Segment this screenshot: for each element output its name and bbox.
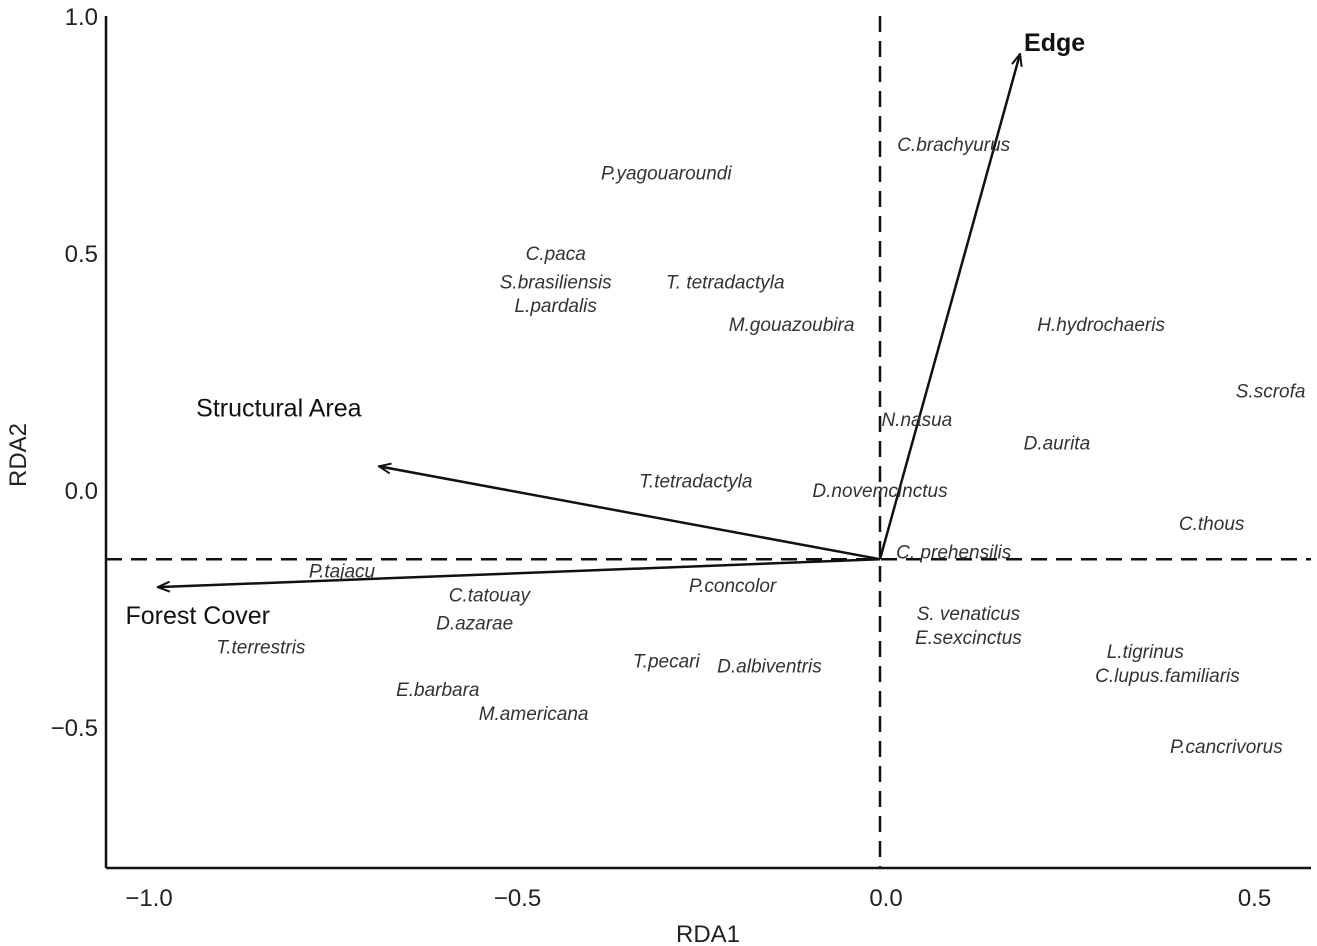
y-tick-label: 1.0 — [65, 4, 98, 31]
y-tick-label: −0.5 — [51, 715, 98, 742]
vector-forest-cover — [158, 557, 881, 587]
y-tick-label: 0.5 — [65, 241, 98, 268]
species-label: C.brachyurus — [897, 135, 1010, 156]
vector-label-edge: Edge — [1024, 29, 1085, 57]
species-label: S.scrofa — [1236, 381, 1306, 402]
species-label: N.nasua — [881, 410, 952, 431]
x-tick-label: −1.0 — [125, 885, 172, 912]
species-label: L.tigrinus — [1107, 642, 1185, 663]
reference-lines — [106, 16, 1311, 868]
species-label: T.terrestris — [216, 637, 306, 658]
species-label: P.concolor — [689, 576, 777, 597]
vector-label-structural-area: Structural Area — [196, 394, 361, 422]
species-label: D.azarae — [436, 614, 513, 635]
species-labels: C.brachyurus P.yagouaroundi C.paca S.brasil… — [216, 135, 1305, 758]
species-label: P.tajacu — [309, 562, 376, 583]
species-label: D.albiventris — [717, 656, 822, 677]
y-tick-label: 0.0 — [65, 478, 98, 505]
species-label: T.tetradactyla — [639, 472, 752, 493]
species-label: E.sexcinctus — [915, 628, 1022, 649]
species-label: C.thous — [1179, 514, 1245, 535]
species-label: C. prehensilis — [896, 543, 1012, 564]
species-label: D.aurita — [1024, 434, 1091, 455]
species-label: T. tetradactyla — [666, 272, 785, 293]
species-label: L.pardalis — [515, 296, 598, 317]
species-label: C.tatouay — [449, 585, 532, 606]
species-label: D.novemcinctus — [812, 481, 948, 502]
axes: −1.0 −0.5 0.0 0.5 1.0 0.5 0.0 −0.5 — [51, 4, 1311, 912]
vector-structural-area — [379, 466, 881, 561]
species-label: C.paca — [526, 244, 586, 265]
vector-edge — [878, 54, 1020, 560]
x-tick-label: 0.0 — [869, 885, 902, 912]
species-label: C.lupus.familiaris — [1095, 666, 1240, 687]
species-label: S.brasiliensis — [500, 272, 612, 293]
x-tick-label: 0.5 — [1238, 885, 1271, 912]
x-tick-label: −0.5 — [494, 885, 541, 912]
species-label: T.pecari — [633, 652, 701, 673]
species-label: M.gouazoubira — [729, 315, 855, 336]
species-label: H.hydrochaeris — [1037, 315, 1165, 336]
y-axis-title: RDA2 — [5, 423, 32, 487]
environmental-vectors: Edge Structural Area Forest Cover — [125, 29, 1085, 630]
species-label: M.americana — [479, 704, 589, 725]
x-axis-title: RDA1 — [676, 921, 740, 946]
species-label: P.yagouaroundi — [601, 163, 732, 184]
species-label: P.cancrivorus — [1170, 737, 1283, 758]
vector-label-forest-cover: Forest Cover — [125, 602, 269, 630]
species-label: S. venaticus — [917, 604, 1021, 625]
species-label: E.barbara — [396, 680, 479, 701]
